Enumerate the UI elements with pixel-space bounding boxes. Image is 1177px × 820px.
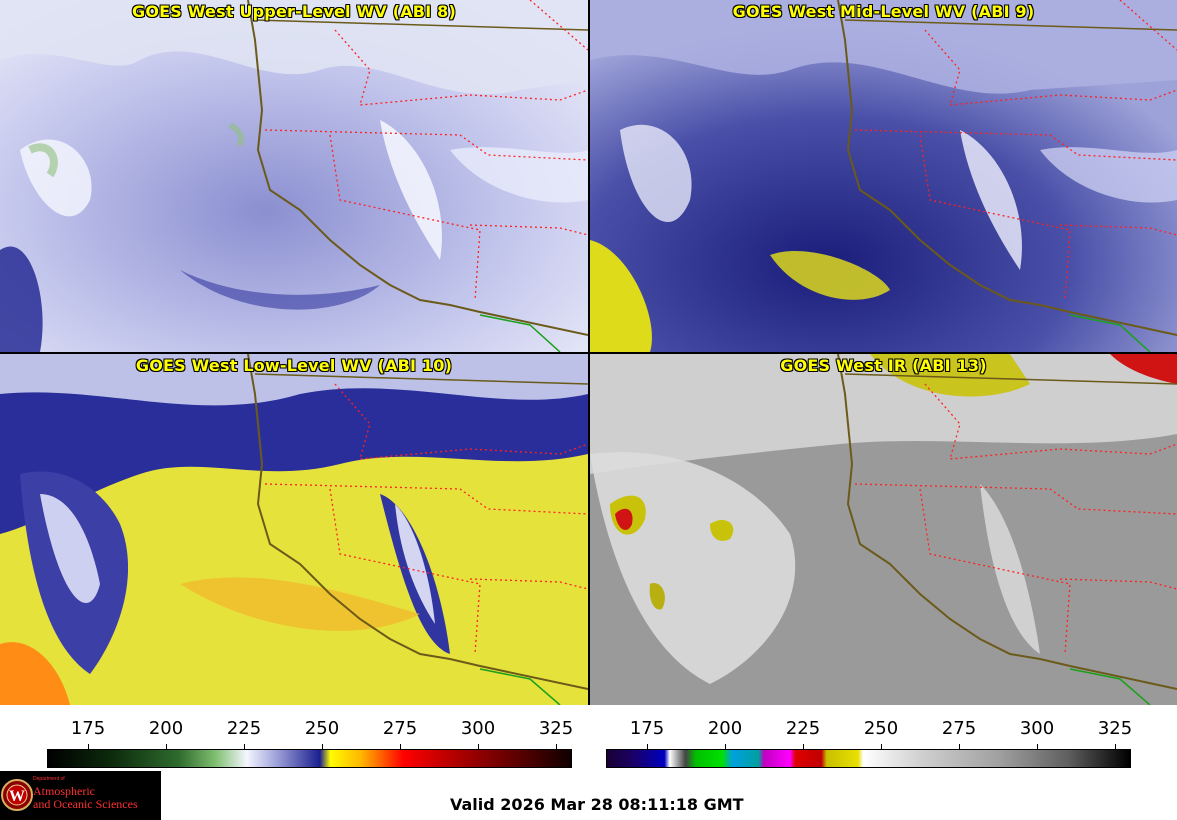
ir-tick-label: 250 bbox=[863, 718, 899, 739]
wv-tick-label: 200 bbox=[148, 718, 184, 739]
valid-time: Valid 2026 Mar 28 08:11:18 GMT bbox=[450, 795, 744, 814]
ir-tick-label: 275 bbox=[941, 718, 977, 739]
aos-logo: W Department of Atmospheric and Oceanic … bbox=[0, 771, 161, 820]
logo-name: Atmospheric and Oceanic Sciences bbox=[33, 785, 138, 811]
panel-ir: GOES West IR (ABI 13) bbox=[590, 354, 1177, 705]
panel-mid-level-wv: GOES West Mid-Level WV (ABI 9) bbox=[590, 0, 1177, 352]
panel-title-mid: GOES West Mid-Level WV (ABI 9) bbox=[732, 2, 1035, 21]
ir-colorbar-labels: 175 200 225 250 275 300 325 bbox=[606, 718, 1133, 740]
logo-dept-text: Department of bbox=[33, 776, 65, 782]
wv-colorbar bbox=[47, 744, 572, 768]
seal-letter: W bbox=[9, 788, 25, 805]
logo-line-1: Atmospheric bbox=[33, 784, 95, 798]
mid-level-wv-image bbox=[590, 0, 1177, 352]
logo-line-2: and Oceanic Sciences bbox=[33, 797, 138, 811]
low-level-wv-image bbox=[0, 354, 588, 705]
wv-tick-label: 300 bbox=[460, 718, 496, 739]
wv-tick-label: 225 bbox=[226, 718, 262, 739]
wv-tick-label: 175 bbox=[70, 718, 106, 739]
wv-colorbar-labels: 175 200 225 250 275 300 325 bbox=[47, 718, 574, 740]
ir-colorbar bbox=[606, 744, 1131, 768]
university-seal-icon: W bbox=[1, 779, 33, 811]
wv-tick-label: 325 bbox=[538, 718, 574, 739]
ir-tick-label: 175 bbox=[629, 718, 665, 739]
wv-tick-label: 250 bbox=[304, 718, 340, 739]
ir-image bbox=[590, 354, 1177, 705]
upper-level-wv-image bbox=[0, 0, 588, 352]
panel-upper-level-wv: GOES West Upper-Level WV (ABI 8) bbox=[0, 0, 588, 352]
ir-tick-label: 200 bbox=[707, 718, 743, 739]
ir-tick-label: 225 bbox=[785, 718, 821, 739]
panel-divider-horizontal bbox=[0, 352, 1177, 354]
panel-title-low: GOES West Low-Level WV (ABI 10) bbox=[135, 356, 453, 375]
wv-tick-label: 275 bbox=[382, 718, 418, 739]
panel-low-level-wv: GOES West Low-Level WV (ABI 10) bbox=[0, 354, 588, 705]
panel-title-upper: GOES West Upper-Level WV (ABI 8) bbox=[132, 2, 456, 21]
ir-tick-label: 300 bbox=[1019, 718, 1055, 739]
ir-tick-label: 325 bbox=[1097, 718, 1133, 739]
panel-title-ir: GOES West IR (ABI 13) bbox=[780, 356, 987, 375]
